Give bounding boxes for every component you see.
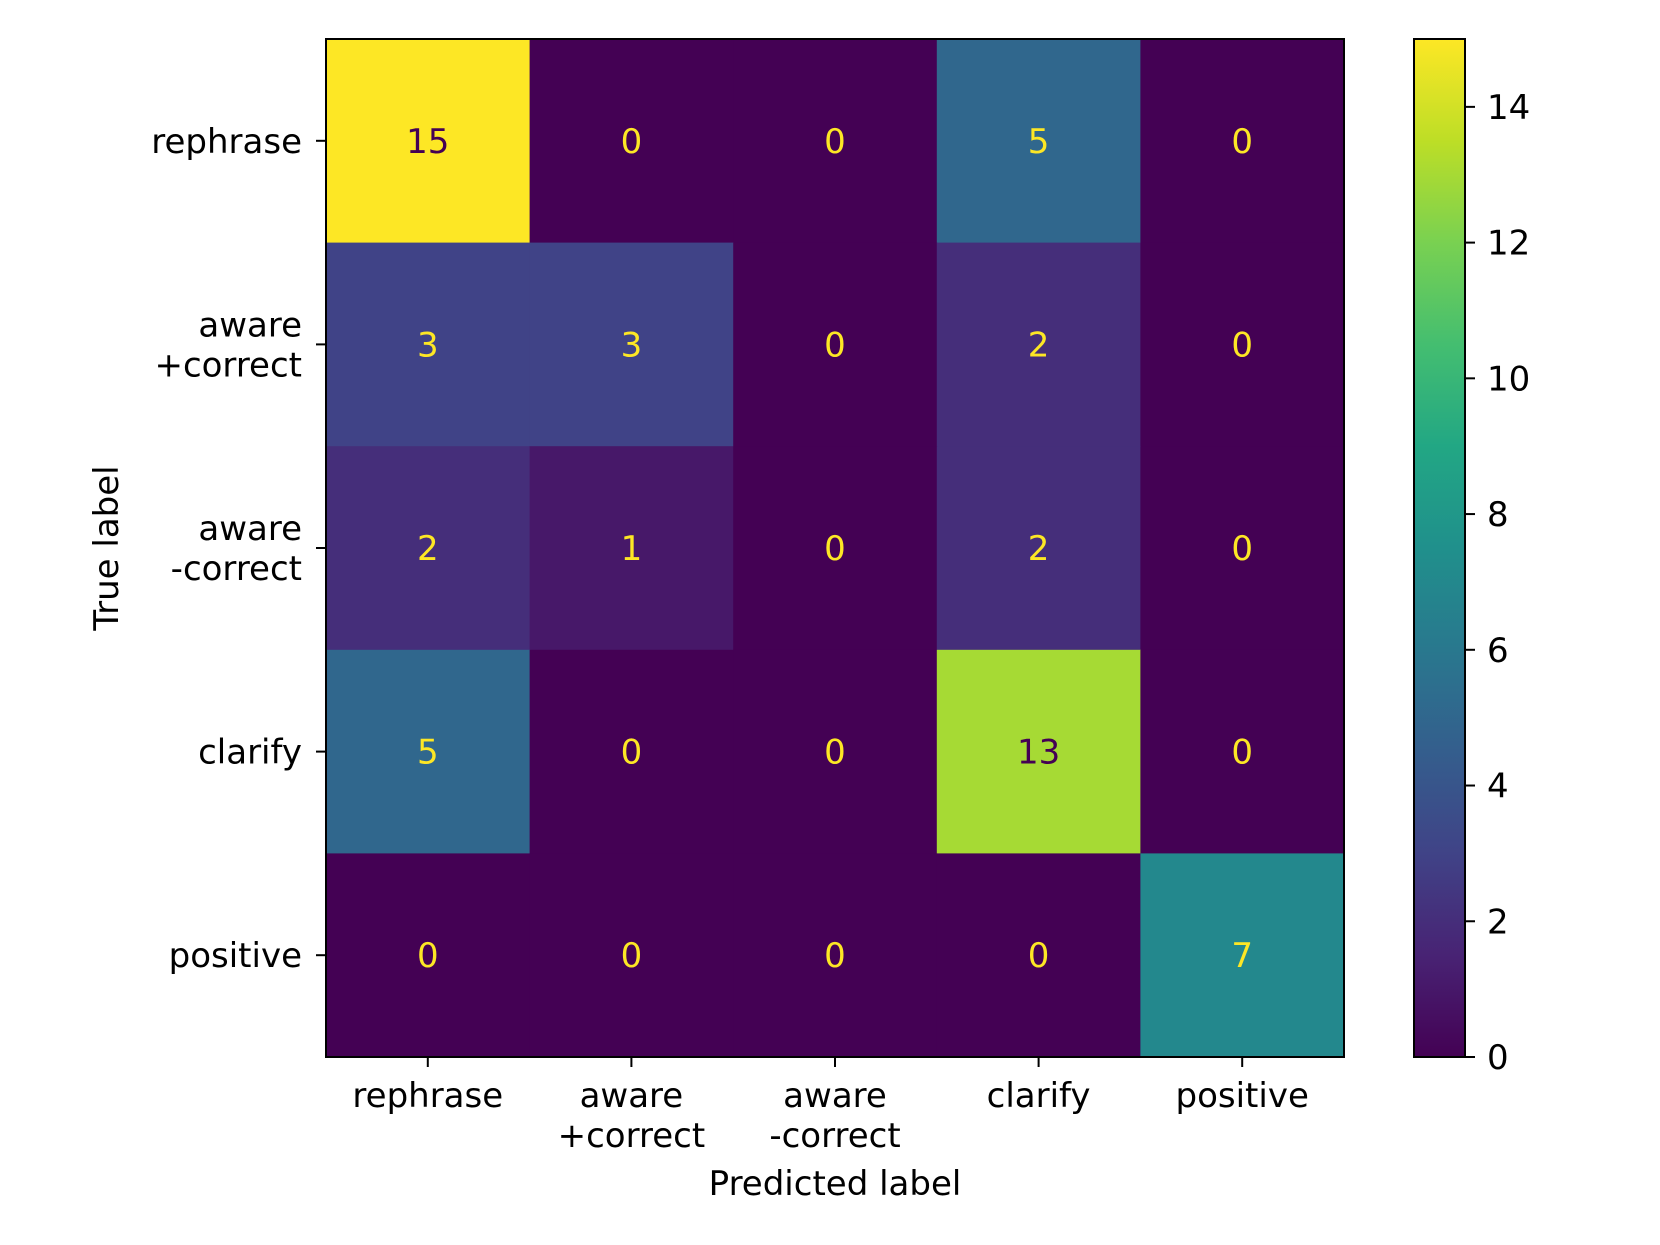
x-axis: rephrase aware +correct aware -correct clarif… [352, 1057, 1309, 1156]
cell-value-label: 0 [824, 325, 846, 365]
y-tick-label: rephrase [151, 122, 302, 162]
y-axis-label: True label [87, 465, 127, 631]
cell-value-label: 0 [824, 122, 846, 162]
cell-value-label: 0 [824, 733, 846, 773]
heatmap-cell [529, 853, 734, 1058]
cell-value-label: 0 [1231, 325, 1253, 365]
x-tick-label: aware +correct [558, 1076, 706, 1156]
cell-value-label: 2 [1028, 529, 1050, 569]
cell-value-label: 0 [1231, 733, 1253, 773]
cell-value-label: 15 [406, 122, 449, 162]
cell-value-label: 0 [824, 936, 846, 976]
cell-value-label: 0 [1028, 936, 1050, 976]
cell-value-label: 3 [621, 325, 643, 365]
cell-value-label: 7 [1231, 936, 1253, 976]
colorbar-gradient [1414, 39, 1465, 1057]
heatmap-cell [326, 853, 531, 1058]
cell-value-label: 0 [417, 936, 439, 976]
heatmap-cell [936, 649, 1141, 854]
colorbar-tick-label: 10 [1487, 359, 1530, 399]
x-tick-label: aware -correct [769, 1076, 900, 1156]
heatmap-cell [326, 242, 531, 447]
heatmap-cell [529, 39, 734, 244]
y-axis: rephrase aware +correct aware -correct clarif… [151, 122, 326, 976]
heatmap-cell [936, 242, 1141, 447]
heatmap-cell [936, 39, 1141, 244]
y-tick-label: aware +correct [154, 305, 302, 385]
heatmap-cell [326, 446, 531, 651]
heatmap-cell [529, 446, 734, 651]
colorbar-tick-label: 12 [1487, 224, 1530, 264]
cell-value-label: 2 [1028, 325, 1050, 365]
colorbar: 0 2 4 6 8 10 12 14 [1413, 38, 1530, 1078]
cell-value-label: 5 [417, 733, 439, 773]
heatmap-cell [326, 39, 531, 244]
heatmap-cell [733, 853, 938, 1058]
heatmap-cell [733, 39, 938, 244]
x-axis-label: Predicted label [709, 1164, 962, 1204]
x-tick-label: positive [1176, 1076, 1309, 1116]
cell-value-label: 0 [621, 936, 643, 976]
colorbar-tick-label: 8 [1487, 495, 1509, 535]
heatmap-cell [1140, 853, 1345, 1058]
colorbar-frame [1413, 38, 1466, 1058]
cell-value-label: 0 [621, 122, 643, 162]
cell-value-label: 13 [1017, 733, 1060, 773]
heatmap-cell [936, 446, 1141, 651]
cell-value-label: 0 [621, 733, 643, 773]
x-tick-label: clarify [987, 1076, 1091, 1116]
y-tick-label: aware -correct [171, 509, 302, 589]
heatmap-cell [529, 649, 734, 854]
cell-value-label: 1 [621, 529, 643, 569]
cell-value-label: 0 [1231, 529, 1253, 569]
colorbar-tick-label: 4 [1487, 767, 1509, 807]
x-tick-label: rephrase [352, 1076, 503, 1116]
heatmap-cell [1140, 242, 1345, 447]
heatmap-cell [1140, 446, 1345, 651]
heatmap-cell [1140, 649, 1345, 854]
heatmap-cell [733, 446, 938, 651]
heatmap-cell [733, 649, 938, 854]
y-tick-label: positive [169, 936, 302, 976]
heatmap-cells [326, 39, 1345, 1058]
cell-value-label: 5 [1028, 122, 1050, 162]
cell-value-label: 0 [824, 529, 846, 569]
heatmap-cell [936, 853, 1141, 1058]
colorbar-tick-label: 0 [1487, 1038, 1509, 1078]
colorbar-tick-label: 14 [1487, 88, 1530, 128]
heatmap-cell [733, 242, 938, 447]
cell-value-label: 3 [417, 325, 439, 365]
colorbar-ticks: 0 2 4 6 8 10 12 14 [1465, 88, 1530, 1078]
cell-value-labels: 15 0 0 5 0 3 3 0 2 0 2 1 0 2 0 5 0 0 13 0 0 0 0 0 7 [406, 122, 1253, 976]
y-tick-label: clarify [198, 733, 302, 773]
colorbar-tick-label: 6 [1487, 631, 1509, 671]
heatmap-cell [1140, 39, 1345, 244]
cell-value-label: 0 [1231, 122, 1253, 162]
heatmap-cell [326, 649, 531, 854]
cell-value-label: 2 [417, 529, 439, 569]
heatmap-cell [529, 242, 734, 447]
colorbar-tick-label: 2 [1487, 902, 1509, 942]
